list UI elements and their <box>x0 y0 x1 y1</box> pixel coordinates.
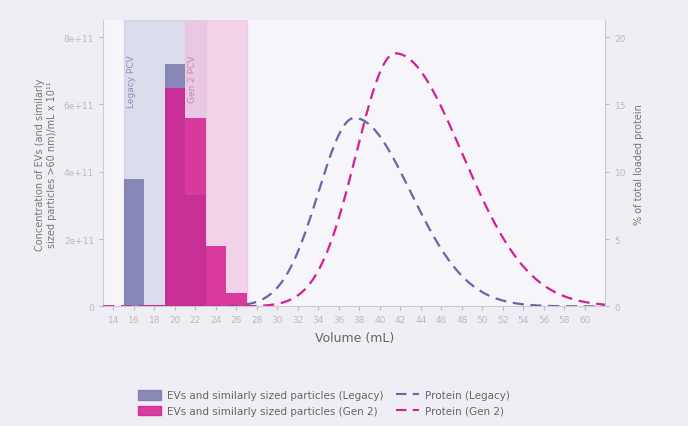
Y-axis label: Concentration of EVs (and similarly
sized particles >60 nm)/mL x 10¹¹: Concentration of EVs (and similarly size… <box>35 78 57 250</box>
Text: Gen 2 PCV: Gen 2 PCV <box>189 55 197 103</box>
Bar <box>185 21 247 307</box>
Text: Legacy PCV: Legacy PCV <box>127 55 136 108</box>
Bar <box>185 119 206 307</box>
Bar <box>164 65 185 307</box>
Bar <box>124 21 206 307</box>
Bar <box>144 305 164 307</box>
Bar <box>226 293 247 307</box>
Bar <box>164 89 185 307</box>
Bar <box>185 196 206 307</box>
Bar <box>124 179 144 307</box>
Y-axis label: % of total loaded protein: % of total loaded protein <box>634 104 644 225</box>
X-axis label: Volume (mL): Volume (mL) <box>314 331 394 345</box>
Bar <box>206 246 226 307</box>
Bar <box>144 305 164 307</box>
Legend: EVs and similarly sized particles (Legacy), EVs and similarly sized particles (G: EVs and similarly sized particles (Legac… <box>134 386 515 420</box>
